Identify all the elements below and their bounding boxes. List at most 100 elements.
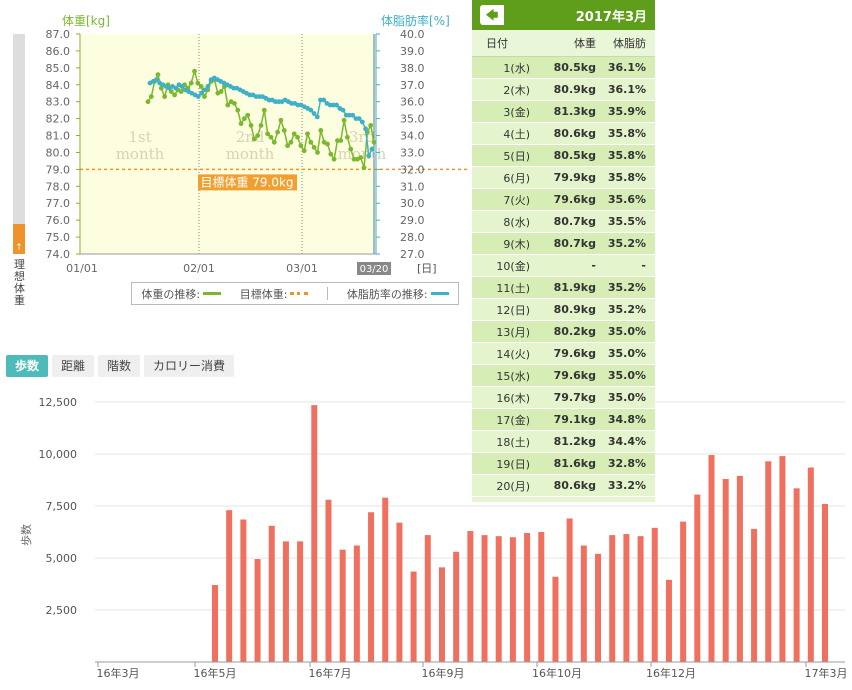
steps-bar (524, 533, 531, 662)
weight-point (361, 165, 367, 171)
legend-fat-label: 体脂肪率の推移: (346, 287, 428, 301)
table-row[interactable]: 5(日) 80.5kg 35.8% (472, 145, 655, 167)
steps-axis-title: 歩数 (19, 524, 33, 546)
ideal-weight-bar (13, 34, 25, 224)
table-row[interactable]: 4(土) 80.6kg 35.8% (472, 123, 655, 145)
month-watermark-line: 2nd (236, 128, 265, 146)
cell-fat: 36.1% (607, 61, 646, 74)
table-row[interactable]: 20(月) 80.6kg 33.2% (472, 475, 655, 497)
weight-point (261, 107, 267, 113)
steps-bar (240, 519, 247, 662)
table-row[interactable]: 11(土) 81.9kg 35.2% (472, 277, 655, 299)
cell-fat: 34.8% (607, 413, 646, 426)
steps-x-tick-label: 16年7月 (309, 666, 352, 680)
steps-bar (495, 536, 502, 662)
table-row[interactable]: 6(月) 79.9kg 35.8% (472, 167, 655, 189)
table-header: 🡄 2017年3月 (472, 0, 655, 30)
weight-point (218, 89, 224, 94)
fat-y-tick-label: 31.0 (400, 180, 425, 193)
weight-point (271, 139, 277, 145)
fat-point (350, 112, 356, 118)
cell-date: 12(日) (496, 303, 530, 317)
cell-weight: 79.6kg (553, 369, 596, 382)
fat-y-tick-label: 35.0 (400, 113, 425, 126)
tab-distance[interactable]: 距離 (52, 355, 95, 377)
steps-bar (325, 499, 332, 662)
table-row[interactable]: 12(日) 80.9kg 35.2% (472, 299, 655, 321)
table-row[interactable]: 13(月) 80.2kg 35.0% (472, 321, 655, 343)
col-fat: 体脂肪 (613, 37, 646, 50)
table-row[interactable]: 14(火) 79.6kg 35.0% (472, 343, 655, 365)
cell-weight: 81.9kg (553, 281, 596, 294)
cell-fat: 35.2% (607, 303, 646, 316)
fat-point (363, 126, 368, 132)
weight-point (358, 155, 364, 160)
weight-point (188, 80, 194, 86)
table-row[interactable]: 17(金) 79.1kg 34.8% (472, 409, 655, 431)
steps-bar (566, 518, 573, 662)
weight-point (351, 156, 357, 162)
steps-bar (467, 530, 474, 662)
cell-date: 10(金) (496, 259, 530, 273)
table-row[interactable]: 18(土) 81.2kg 34.4% (472, 431, 655, 453)
table-row[interactable]: 19(日) 81.6kg 32.8% (472, 453, 655, 475)
steps-bar (779, 456, 786, 662)
table-row[interactable]: 10(金) - - (472, 255, 655, 277)
weight-plot-area (80, 34, 376, 254)
steps-x-tick-label: 16年12月 (646, 666, 696, 680)
table-row[interactable]: 2(木) 80.9kg 36.1% (472, 79, 655, 101)
table-row[interactable]: 9(木) 80.7kg 35.2% (472, 233, 655, 255)
fat-y-tick-label: 28.0 (400, 231, 425, 244)
table-row[interactable]: 15(水) 79.6kg 35.0% (472, 365, 655, 387)
steps-bar (410, 571, 417, 662)
steps-bar (226, 510, 233, 662)
fat-y-tick-label: 37.0 (400, 79, 425, 92)
ideal-weight-label: 理想体重 (14, 258, 25, 307)
back-button[interactable]: 🡄 (480, 5, 504, 25)
steps-y-tick-label: 2,500 (46, 604, 78, 617)
current-date-badge (357, 262, 391, 275)
weight-point (198, 84, 204, 89)
fat-point (340, 107, 346, 113)
tab-floors[interactable]: 階数 (98, 355, 141, 377)
fat-axis-title: 体脂肪率[%] (381, 13, 450, 28)
table-row[interactable]: 8(水) 80.7kg 35.5% (472, 211, 655, 233)
weight-point (241, 116, 247, 122)
weight-point (245, 112, 251, 118)
legend-weight: 体重の推移: (141, 286, 222, 302)
weight-point (278, 117, 284, 123)
fat-point (334, 102, 340, 108)
fat-point (314, 114, 320, 120)
month-watermark-label: 1st month (116, 128, 165, 163)
steps-bar (765, 461, 772, 662)
cell-date: 15(水) (496, 369, 530, 383)
steps-bar (297, 541, 304, 662)
cell-weight: 81.6kg (553, 457, 596, 470)
steps-bar (212, 585, 218, 662)
steps-bar (396, 522, 403, 662)
table-row[interactable]: 1(水) 80.5kg 36.1% (472, 57, 655, 79)
fat-point (154, 77, 159, 83)
table-row[interactable]: 3(金) 81.3kg 35.9% (472, 101, 655, 123)
left-arrow-icon: 🡄 (485, 8, 499, 22)
fat-point (311, 111, 317, 116)
cell-weight: 80.9kg (553, 83, 596, 96)
table-row[interactable]: 7(火) 79.6kg 35.6% (472, 189, 655, 211)
steps-x-tick-label: 16年10月 (532, 666, 582, 680)
cell-weight: 81.3kg (553, 105, 596, 118)
cell-weight: 79.6kg (553, 193, 596, 206)
tab-calories[interactable]: カロリー消費 (144, 355, 235, 377)
weight-y-tick-label: 83.0 (46, 96, 71, 109)
cell-date: 18(土) (496, 435, 530, 449)
cell-fat: 35.0% (607, 325, 646, 338)
steps-bar (353, 545, 360, 662)
steps-bar (311, 405, 318, 662)
table-row[interactable]: 16(木) 79.7kg 35.0% (472, 387, 655, 409)
weight-point (328, 151, 334, 157)
weight-y-tick-label: 74.0 (46, 248, 71, 261)
cell-date: 19(日) (496, 457, 530, 471)
month-watermark-label: 2nd month (226, 128, 275, 163)
tab-steps[interactable]: 歩数 (6, 355, 49, 377)
steps-bar (637, 536, 644, 662)
weight-point (341, 117, 347, 123)
